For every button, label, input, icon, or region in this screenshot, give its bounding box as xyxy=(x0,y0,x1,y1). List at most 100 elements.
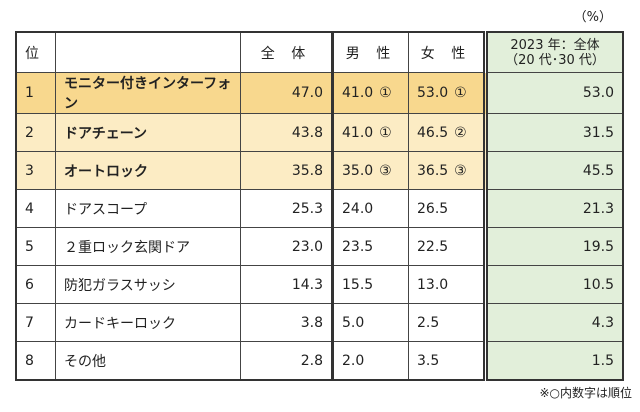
male-value: 41.0 xyxy=(342,85,374,101)
total-cell: 14.3 xyxy=(240,265,333,304)
male-value: 35.0 xyxy=(342,162,374,179)
table-row: 5 ２重ロック玄関ドア 23.0 23.5 22.5 19.5 xyxy=(15,227,624,266)
footnote: ※○内数字は順位 xyxy=(539,386,632,400)
header-row: 位 全 体 男 性 女 性 2023 年：全体 （20 代･30 代） xyxy=(15,31,624,73)
female-cell: 36.5 ③ xyxy=(408,151,486,190)
item-cell: 防犯ガラスサッシ xyxy=(55,265,241,304)
total-cell: 3.8 xyxy=(240,303,333,342)
female-value: 3.5 xyxy=(417,352,440,369)
header-item xyxy=(55,31,241,73)
item-label: カードキーロック xyxy=(64,315,176,332)
male-value: 24.0 xyxy=(342,200,374,217)
rank-cell: 3 xyxy=(15,151,56,190)
rank-cell: 5 xyxy=(15,227,56,266)
total-cell: 35.8 xyxy=(240,151,333,190)
female-value: 13.0 xyxy=(417,276,449,293)
female-value: 53.0 xyxy=(417,85,449,101)
prev-value: 21.3 xyxy=(582,200,614,217)
item-label: モニター付きインターフォン xyxy=(64,76,232,112)
prev-cell: 19.5 xyxy=(483,227,624,266)
total-cell: 43.8 xyxy=(240,113,333,152)
rank-value: 8 xyxy=(25,352,34,369)
rank-value: 6 xyxy=(25,276,34,293)
prev-value: 4.3 xyxy=(591,314,614,331)
male-cell: 23.5 xyxy=(331,227,409,266)
prev-cell: 21.3 xyxy=(483,189,624,228)
header-female: 女 性 xyxy=(408,31,486,73)
table-row: 1 モニター付きインターフォン 47.0 41.0 ① 53.0 ① 53.0 xyxy=(15,72,624,114)
rank-value: 3 xyxy=(25,162,34,179)
item-label: その他 xyxy=(64,353,106,370)
header-total: 全 体 xyxy=(240,31,333,73)
male-value: 5.0 xyxy=(342,314,365,331)
total-cell: 2.8 xyxy=(240,341,333,381)
female-value: 2.5 xyxy=(417,314,440,331)
male-cell: 24.0 xyxy=(331,189,409,228)
item-cell: ドアチェーン xyxy=(55,113,241,152)
header-prev-line2: （20 代･30 代） xyxy=(505,52,605,68)
item-cell: ドアスコープ xyxy=(55,189,241,228)
prev-value: 1.5 xyxy=(591,352,614,369)
rank-cell: 6 xyxy=(15,265,56,304)
prev-cell: 53.0 xyxy=(483,72,624,114)
item-cell: ２重ロック玄関ドア xyxy=(55,227,241,266)
female-value: 22.5 xyxy=(417,238,449,255)
female-rank: ③ xyxy=(454,162,467,179)
female-cell: 13.0 xyxy=(408,265,486,304)
rank-value: 7 xyxy=(25,314,34,331)
prev-cell: 1.5 xyxy=(483,341,624,381)
male-cell: 41.0 ① xyxy=(331,72,409,114)
prev-cell: 10.5 xyxy=(483,265,624,304)
total-cell: 23.0 xyxy=(240,227,333,266)
item-label: ２重ロック玄関ドア xyxy=(64,239,190,256)
prev-value: 53.0 xyxy=(582,85,614,101)
table-row: 8 その他 2.8 2.0 3.5 1.5 xyxy=(15,341,624,381)
table-row: 2 ドアチェーン 43.8 41.0 ① 46.5 ② 31.5 xyxy=(15,113,624,152)
female-cell: 2.5 xyxy=(408,303,486,342)
male-cell: 2.0 xyxy=(331,341,409,381)
prev-value: 31.5 xyxy=(582,124,614,141)
header-male: 男 性 xyxy=(331,31,409,73)
male-value: 23.5 xyxy=(342,238,374,255)
female-value: 36.5 xyxy=(417,162,449,179)
unit-label: （%） xyxy=(573,10,612,25)
header-rank: 位 xyxy=(15,31,56,73)
male-rank: ① xyxy=(379,85,392,101)
item-cell: オートロック xyxy=(55,151,241,190)
header-prev-line1: 2023 年：全体 xyxy=(510,37,600,53)
prev-cell: 31.5 xyxy=(483,113,624,152)
rank-cell: 1 xyxy=(15,72,56,114)
male-cell: 35.0 ③ xyxy=(331,151,409,190)
female-cell: 46.5 ② xyxy=(408,113,486,152)
total-value: 47.0 xyxy=(291,85,323,101)
item-cell: カードキーロック xyxy=(55,303,241,342)
female-rank: ① xyxy=(454,85,467,101)
item-cell: モニター付きインターフォン xyxy=(55,72,241,114)
female-cell: 26.5 xyxy=(408,189,486,228)
table-row: 4 ドアスコープ 25.3 24.0 26.5 21.3 xyxy=(15,189,624,228)
total-value: 25.3 xyxy=(291,200,323,217)
table-row: 6 防犯ガラスサッシ 14.3 15.5 13.0 10.5 xyxy=(15,265,624,304)
prev-cell: 45.5 xyxy=(483,151,624,190)
male-cell: 41.0 ① xyxy=(331,113,409,152)
item-label: ドアチェーン xyxy=(64,125,148,142)
rank-value: 5 xyxy=(25,238,34,255)
table-row: 3 オートロック 35.8 35.0 ③ 36.5 ③ 45.5 xyxy=(15,151,624,190)
rank-value: 4 xyxy=(25,200,34,217)
male-value: 2.0 xyxy=(342,352,365,369)
total-value: 3.8 xyxy=(300,314,323,331)
female-cell: 3.5 xyxy=(408,341,486,381)
prev-cell: 4.3 xyxy=(483,303,624,342)
female-cell: 53.0 ① xyxy=(408,72,486,114)
rank-cell: 7 xyxy=(15,303,56,342)
rank-value: 1 xyxy=(25,85,34,101)
item-label: オートロック xyxy=(64,163,148,180)
total-value: 43.8 xyxy=(291,124,323,141)
prev-value: 45.5 xyxy=(582,162,614,179)
header-prev: 2023 年：全体 （20 代･30 代） xyxy=(483,31,624,73)
prev-value: 10.5 xyxy=(582,276,614,293)
male-rank: ③ xyxy=(379,162,392,179)
female-value: 46.5 xyxy=(417,124,449,141)
ranking-table: 位 全 体 男 性 女 性 2023 年：全体 （20 代･30 代） 1 モニター… xyxy=(15,31,624,381)
rank-cell: 4 xyxy=(15,189,56,228)
